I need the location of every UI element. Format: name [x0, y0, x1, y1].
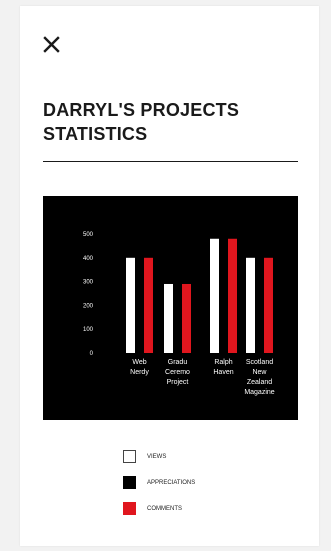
bar-views: [126, 257, 135, 353]
bar-views: [210, 238, 219, 353]
x-category-label-line: New: [252, 369, 267, 376]
bar-views: [164, 283, 173, 353]
chart-legend: VIEWS APPRECIATIONS COMMENTS: [123, 448, 283, 526]
project-statistics-chart: 500 400 300 200 100 0 Web Nerdy Gradu Ceremo Proje…: [43, 196, 298, 420]
x-category-label-line: Nerdy: [130, 369, 149, 376]
close-icon: [43, 36, 60, 53]
page-title: DARRYL'S PROJECTS STATISTICS: [43, 100, 240, 144]
legend-swatch-appreciations: [123, 476, 136, 489]
legend-item-views: VIEWS: [123, 448, 283, 474]
bar-comments: [182, 283, 191, 353]
legend-swatch-views: [123, 450, 136, 463]
bar-comments: [228, 238, 237, 353]
bar-comments: [144, 257, 153, 353]
bar-appreciations: [173, 283, 182, 353]
x-category-label-line: Project: [167, 379, 189, 386]
x-category-label-line: Ceremo: [165, 369, 190, 376]
x-category-label: Gradu Ceremo Project: [165, 359, 190, 386]
y-tick-label: 100: [83, 327, 94, 333]
x-category-label: Scotland New Zealand Magazine: [244, 359, 274, 396]
y-tick-label: 200: [83, 303, 94, 309]
close-button[interactable]: [41, 34, 63, 56]
y-tick-label: 400: [83, 256, 94, 262]
legend-label-views: VIEWS: [147, 454, 167, 460]
title-divider: [43, 161, 298, 162]
x-category-label-line: Web: [132, 359, 146, 366]
bar-appreciations: [135, 257, 144, 353]
legend-item-comments: COMMENTS: [123, 500, 283, 526]
y-tick-label: 300: [83, 280, 94, 286]
x-category-label-line: Haven: [213, 369, 233, 376]
y-tick-label: 500: [83, 232, 94, 238]
bar-views: [246, 257, 255, 353]
legend-item-appreciations: APPRECIATIONS: [123, 474, 283, 500]
x-category-label-line: Gradu: [168, 359, 188, 366]
x-category-label: Ralph Haven: [213, 359, 233, 376]
x-category-label-line: Ralph: [214, 359, 232, 366]
bar-appreciations: [219, 238, 228, 353]
y-tick-label: 0: [90, 351, 94, 357]
statistics-panel: DARRYL'S PROJECTS STATISTICS 500 400 300 20…: [20, 6, 319, 546]
x-category-label-line: Zealand: [247, 379, 272, 386]
bar-chart-svg: 500 400 300 200 100 0 Web Nerdy Gradu Ceremo Proje…: [83, 232, 275, 396]
x-category-label-line: Scotland: [246, 359, 273, 366]
bar-comments: [264, 257, 273, 353]
legend-label-comments: COMMENTS: [147, 506, 182, 512]
legend-swatch-comments: [123, 502, 136, 515]
x-category-label: Web Nerdy: [130, 359, 149, 376]
bar-appreciations: [255, 257, 264, 353]
legend-label-appreciations: APPRECIATIONS: [147, 480, 196, 486]
x-category-label-line: Magazine: [244, 389, 274, 396]
